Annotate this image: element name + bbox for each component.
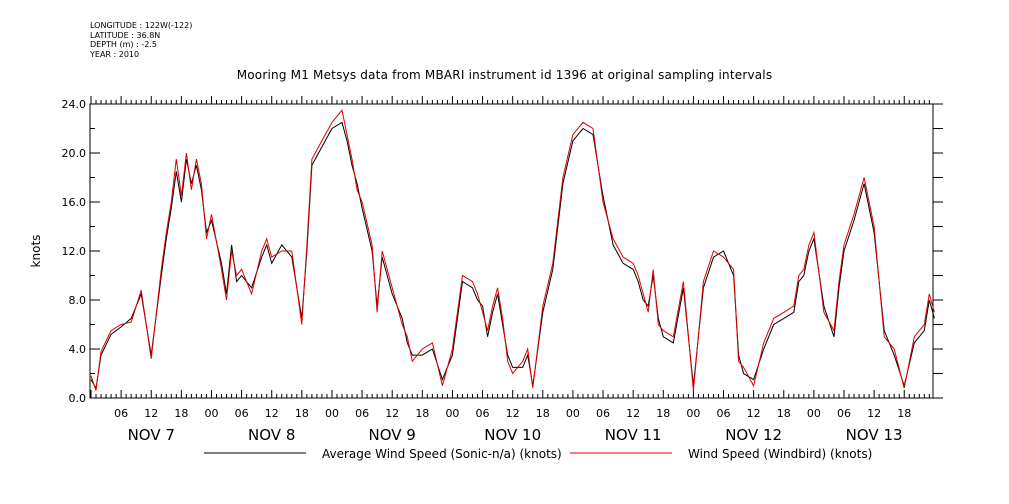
x-axis: 06 12 18 00 06 12 18 00 06 12 18 00 06 12 18 00 06 12 18 00… [90, 96, 930, 444]
chart-title: Mooring M1 Metsys data from MBARI instru… [236, 68, 773, 82]
x-tick-label: 12 [265, 407, 279, 420]
x-tick-label: 18 [536, 407, 550, 420]
x-tick-label: 00 [686, 407, 700, 420]
x-tick-label: 00 [325, 407, 339, 420]
x-tick-label: 12 [867, 407, 881, 420]
y-axis: 0.0 4.0 8.0 12.0 16.0 20.0 24.0 [62, 98, 943, 405]
x-tick-label: 00 [566, 407, 580, 420]
windbird-wind-speed-line [90, 108, 935, 391]
x-tick-label: 06 [837, 407, 851, 420]
x-tick-label: 12 [626, 407, 640, 420]
x-day-label: NOV 8 [248, 426, 295, 444]
year-text: YEAR : 2010 [90, 49, 140, 59]
y-tick-label: 8.0 [69, 294, 87, 307]
x-tick-label: 06 [717, 407, 731, 420]
y-axis-label: knots [29, 235, 43, 268]
longitude-text: LONGITUDE : 122W(-122) [90, 21, 193, 30]
legend: Average Wind Speed (Sonic-n/a) (knots) W… [204, 447, 872, 461]
y-tick-label: 12.0 [62, 245, 87, 258]
x-tick-label: 18 [415, 407, 429, 420]
x-tick-label: 18 [295, 407, 309, 420]
x-tick-label: 00 [807, 407, 821, 420]
x-tick-label: 06 [476, 407, 490, 420]
y-tick-label: 4.0 [69, 343, 87, 356]
x-tick-label: 18 [174, 407, 188, 420]
x-tick-label: 00 [445, 407, 459, 420]
x-day-label: NOV 9 [369, 426, 416, 444]
x-tick-label: 06 [355, 407, 369, 420]
y-tick-label: 0.0 [69, 392, 87, 405]
x-tick-label: 06 [596, 407, 610, 420]
x-tick-label: 06 [114, 407, 128, 420]
x-tick-label: 18 [777, 407, 791, 420]
plot-frame [89, 103, 934, 399]
x-tick-label: 12 [506, 407, 520, 420]
series-group [90, 108, 935, 391]
average-wind-speed-line [90, 121, 935, 390]
x-tick-label: 00 [204, 407, 218, 420]
metadata-block: LONGITUDE : 122W(-122) LATITUDE : 36.8N … [90, 21, 192, 59]
latitude-text: LATITUDE : 36.8N [90, 30, 161, 40]
x-tick-label: 12 [385, 407, 399, 420]
y-tick-label: 16.0 [62, 196, 87, 209]
x-day-label: NOV 11 [605, 426, 662, 444]
x-tick-label: 18 [656, 407, 670, 420]
y-tick-label: 20.0 [62, 147, 87, 160]
x-tick-label: 12 [747, 407, 761, 420]
y-tick-label: 24.0 [62, 98, 87, 111]
x-day-label: NOV 7 [128, 426, 175, 444]
legend-label-windbird-wind-speed: Wind Speed (Windbird) (knots) [688, 447, 872, 461]
x-day-label: NOV 10 [484, 426, 541, 444]
x-tick-label: 18 [897, 407, 911, 420]
x-day-label: NOV 13 [846, 426, 903, 444]
depth-text: DEPTH (m) : -2.5 [90, 40, 157, 49]
x-tick-label: 06 [235, 407, 249, 420]
x-day-label: NOV 12 [725, 426, 782, 444]
legend-label-average-wind-speed: Average Wind Speed (Sonic-n/a) (knots) [322, 447, 562, 461]
x-tick-label: 12 [144, 407, 158, 420]
